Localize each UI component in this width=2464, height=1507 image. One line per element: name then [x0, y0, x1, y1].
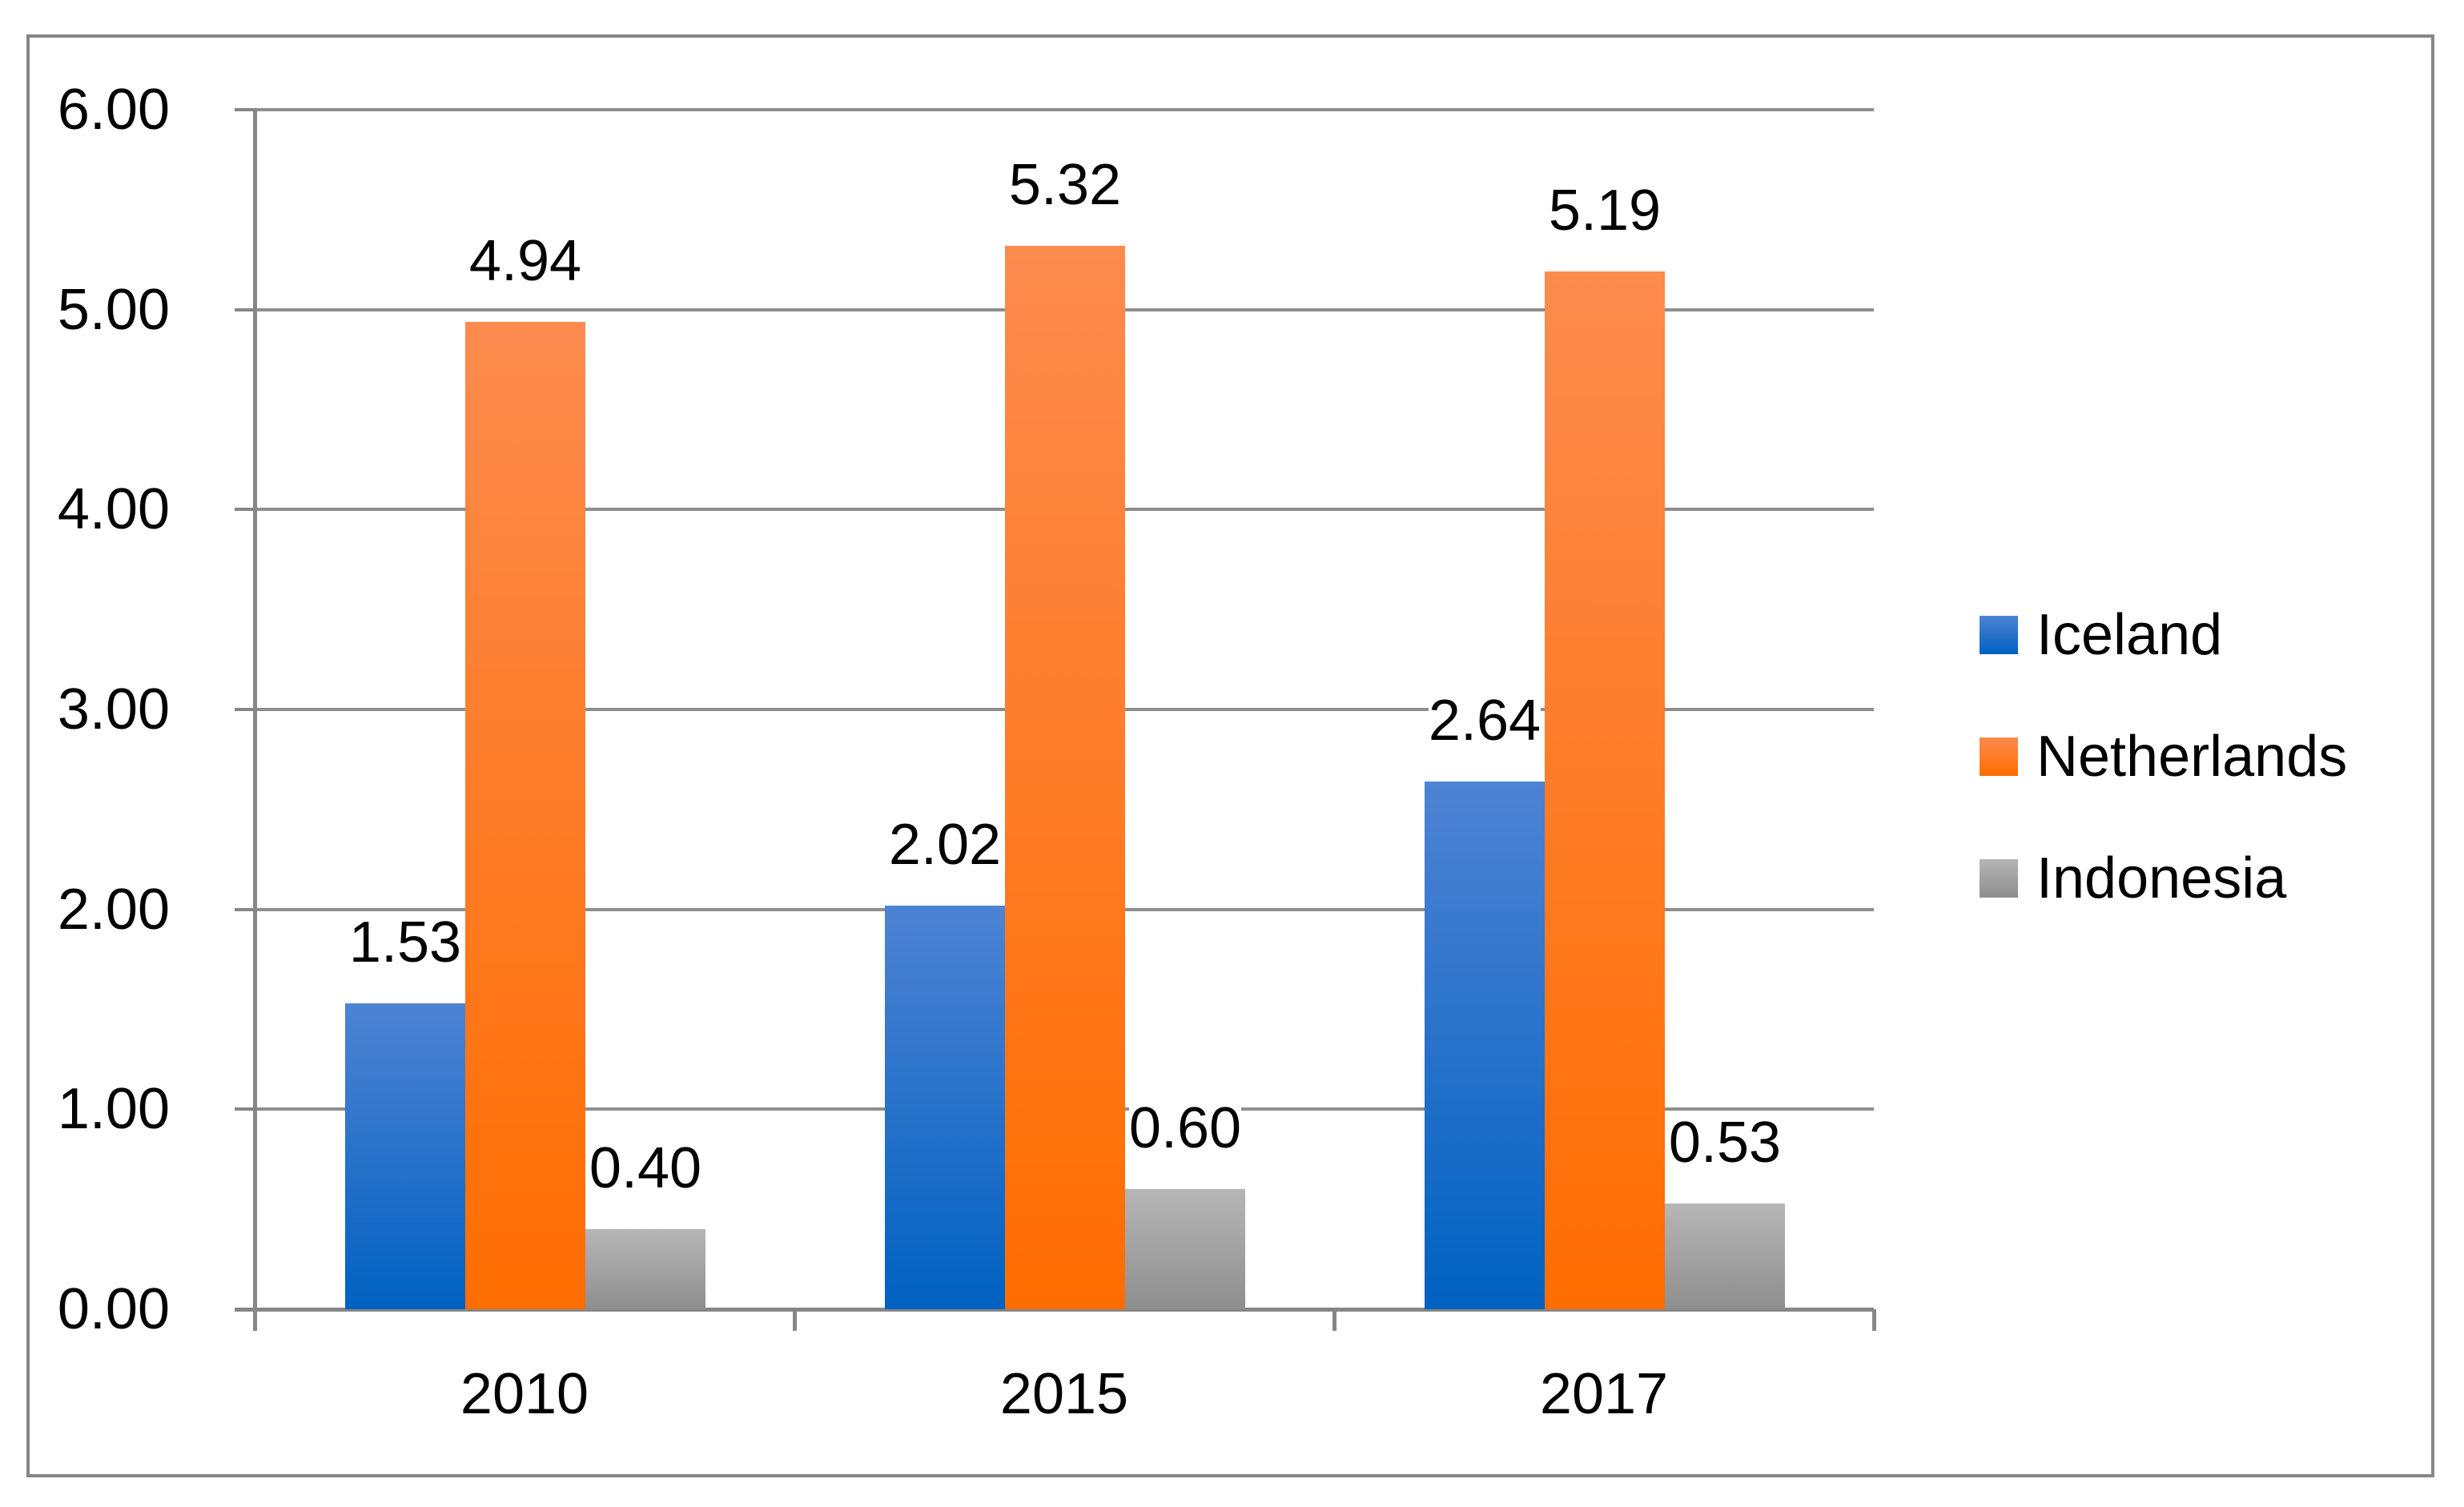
- data-label-indonesia-2017: 0.53: [1668, 1110, 1782, 1175]
- x-axis-label-2017: 2017: [1539, 1362, 1669, 1426]
- legend-swatch-iceland: [1980, 616, 2018, 654]
- bar-indonesia-2017: [1665, 1203, 1785, 1309]
- bar-iceland-2015: [885, 905, 1005, 1309]
- x-axis-tick-1: [793, 1309, 797, 1331]
- y-axis-tick-5: [235, 307, 255, 311]
- y-axis-line: [253, 110, 257, 1331]
- y-axis-label: 4.00: [57, 477, 170, 542]
- gridline-6: [255, 107, 1874, 111]
- y-axis-label: 0.00: [57, 1277, 170, 1341]
- y-axis-tick-1: [235, 1107, 255, 1111]
- data-label-netherlands-2010: 4.94: [468, 228, 582, 293]
- data-label-indonesia-2010: 0.40: [589, 1136, 702, 1201]
- bar-iceland-2010: [345, 1003, 465, 1309]
- legend-swatch-indonesia: [1980, 859, 2018, 898]
- y-axis-label: 1.00: [57, 1077, 170, 1142]
- bar-netherlands-2010: [465, 321, 585, 1309]
- y-axis-label: 5.00: [57, 277, 170, 342]
- y-axis-tick-2: [235, 907, 255, 911]
- data-label-indonesia-2015: 0.60: [1128, 1096, 1242, 1161]
- data-label-iceland-2010: 1.53: [348, 910, 462, 975]
- y-axis-tick-6: [235, 107, 255, 111]
- bar-netherlands-2015: [1005, 245, 1125, 1309]
- y-axis-label: 2.00: [57, 877, 170, 942]
- bar-netherlands-2017: [1545, 271, 1665, 1309]
- y-axis-label: 6.00: [57, 77, 170, 142]
- x-axis-line: [235, 1308, 1874, 1312]
- data-label-iceland-2017: 2.64: [1428, 688, 1542, 753]
- y-axis-label: 3.00: [57, 677, 170, 741]
- x-axis-tick-2: [1332, 1309, 1337, 1331]
- data-label-iceland-2015: 2.02: [888, 812, 1002, 877]
- x-axis-tick-3: [1872, 1309, 1876, 1331]
- x-axis-label-2010: 2010: [460, 1362, 589, 1426]
- x-axis-label-2015: 2015: [999, 1362, 1129, 1426]
- y-axis-tick-4: [235, 508, 255, 512]
- bar-indonesia-2015: [1125, 1189, 1245, 1309]
- data-label-netherlands-2017: 5.19: [1548, 179, 1662, 243]
- bar-indonesia-2010: [585, 1229, 705, 1309]
- legend-swatch-netherlands: [1980, 737, 2018, 776]
- bar-iceland-2017: [1425, 781, 1545, 1309]
- legend-label-iceland: Iceland: [2036, 603, 2223, 667]
- legend-label-netherlands: Netherlands: [2036, 725, 2348, 789]
- data-label-netherlands-2015: 5.32: [1008, 152, 1122, 217]
- chart-border: [26, 34, 2434, 1477]
- y-axis-tick-3: [235, 707, 255, 711]
- legend-label-indonesia: Indonesia: [2036, 846, 2287, 910]
